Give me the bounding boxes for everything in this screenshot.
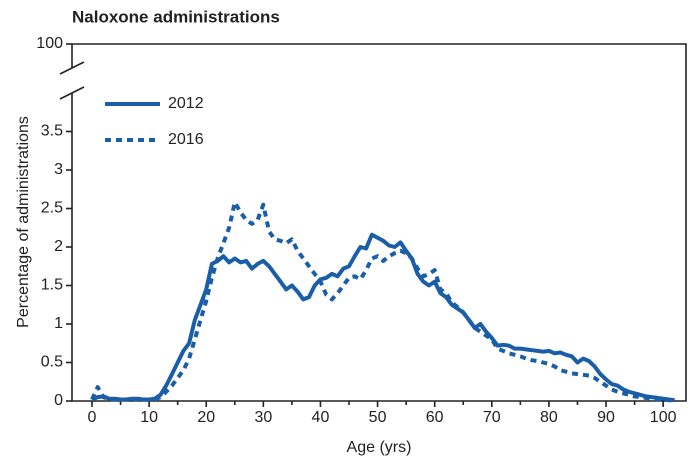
legend-label: 2016 bbox=[168, 131, 204, 148]
y-tick-label: 1.5 bbox=[41, 277, 63, 294]
x-tick-label: 100 bbox=[650, 409, 677, 426]
y-tick-label: 0.5 bbox=[41, 354, 63, 371]
x-tick-label: 0 bbox=[88, 409, 97, 426]
data-line bbox=[91, 232, 675, 403]
x-tick-label: 70 bbox=[483, 409, 501, 426]
y-tick-label: 2 bbox=[54, 238, 63, 255]
y-tick-label: 3.5 bbox=[41, 123, 63, 140]
x-tick-label: 60 bbox=[426, 409, 444, 426]
y-tick-label: 0 bbox=[54, 392, 63, 409]
plot-frame bbox=[71, 43, 687, 402]
y-tick-label: 2.5 bbox=[41, 200, 63, 217]
x-axis-label: Age (yrs) bbox=[347, 439, 412, 456]
x-tick-label: 40 bbox=[312, 409, 330, 426]
x-tick-label: 80 bbox=[540, 409, 558, 426]
y-tick-label: 100 bbox=[36, 35, 63, 52]
axis-break bbox=[59, 61, 85, 75]
x-tick-label: 50 bbox=[369, 409, 387, 426]
x-tick-label: 90 bbox=[597, 409, 615, 426]
data-line bbox=[90, 200, 675, 403]
y-axis-label: Percentage of administrations bbox=[15, 116, 32, 328]
x-tick-label: 20 bbox=[197, 409, 215, 426]
y-tick-label: 3 bbox=[54, 161, 63, 178]
x-tick-label: 10 bbox=[140, 409, 158, 426]
y-tick-label: 1 bbox=[54, 315, 63, 332]
x-tick-label: 30 bbox=[254, 409, 272, 426]
chart-title: Naloxone administrations bbox=[72, 7, 280, 26]
axis-break bbox=[59, 86, 85, 100]
legend-label: 2012 bbox=[168, 95, 204, 112]
